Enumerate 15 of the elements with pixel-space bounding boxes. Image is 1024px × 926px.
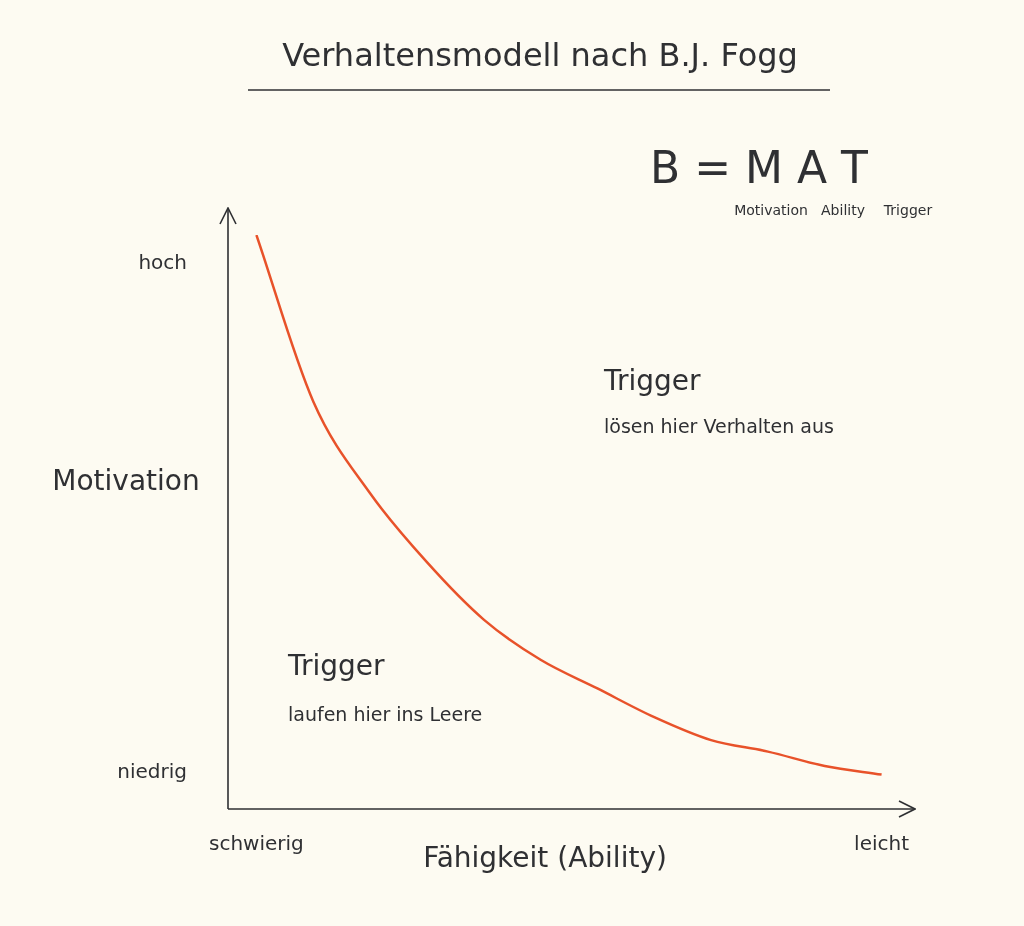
text: B = M A T	[650, 142, 869, 194]
annotation: lösen hier Verhalten aus	[604, 414, 834, 437]
x-axis-title: Fähigkeit (Ability)	[423, 841, 667, 875]
annotation: Trigger	[603, 364, 702, 398]
text: niedrig	[117, 759, 187, 784]
text: Motivation	[734, 201, 808, 218]
y-axis-title: Motivation	[52, 464, 200, 498]
chart-title: Verhaltensmodell nach B.J. Fogg	[282, 36, 798, 75]
text: Ability	[821, 201, 865, 218]
x-tick-label: schwierig	[209, 831, 304, 856]
annotation: laufen hier ins Leere	[288, 702, 483, 725]
annotation: Trigger	[287, 649, 386, 683]
text: Trigger	[882, 201, 933, 218]
text: hoch	[138, 250, 187, 275]
x-tick-label: leicht	[854, 831, 910, 856]
